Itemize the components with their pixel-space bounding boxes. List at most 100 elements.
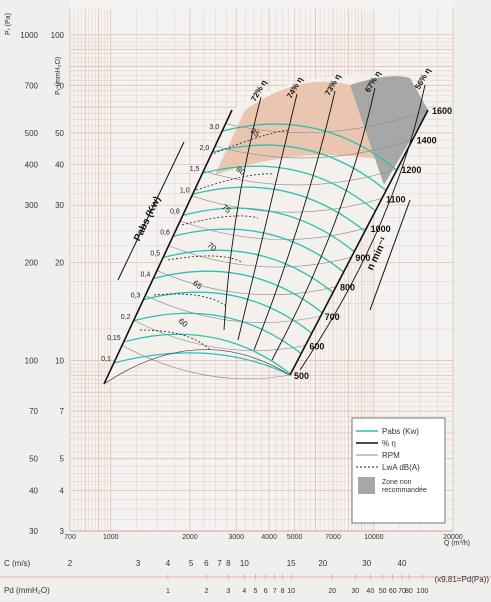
pd-tick-label: 5 bbox=[254, 588, 258, 595]
y-tick-label-pa: 1000 bbox=[20, 31, 38, 40]
pd-tick-label: 3 bbox=[226, 588, 230, 595]
rpm-value-label: 1200 bbox=[401, 165, 421, 175]
y-tick-label-mmh2o: 5 bbox=[60, 455, 65, 464]
pabs-curve bbox=[212, 144, 387, 192]
lwa-curve bbox=[195, 173, 275, 191]
y-axis-title-pa: Pₜ (Pa) bbox=[5, 13, 12, 35]
rpm-line bbox=[145, 295, 321, 323]
y-tick-label-pa: 700 bbox=[25, 81, 39, 90]
efficiency-curve bbox=[299, 84, 426, 371]
y-tick-label-pa: 300 bbox=[25, 201, 39, 210]
velocity-axis-title: C (m/s) bbox=[4, 559, 31, 568]
y-tick-label-pa: 50 bbox=[29, 455, 38, 464]
y-tick-label-pa: 400 bbox=[25, 160, 39, 169]
y-tick-label-pa: 40 bbox=[29, 486, 38, 495]
pd-tick-label: 100 bbox=[417, 588, 429, 595]
pd-tick-label: 70 bbox=[398, 588, 406, 595]
y-tick-label-pa: 500 bbox=[25, 129, 39, 138]
pd-tick-label: 6 bbox=[264, 588, 268, 595]
region-outline bbox=[103, 109, 429, 385]
rpm-axis-line bbox=[289, 109, 429, 376]
pabs-curve bbox=[162, 249, 334, 293]
region-bottom-edge bbox=[103, 349, 291, 385]
velocity-tick-label: 6 bbox=[204, 559, 209, 568]
y-tick-label-mmh2o: 4 bbox=[60, 486, 65, 495]
high-efficiency-band bbox=[215, 81, 382, 175]
y-tick-label-mmh2o: 40 bbox=[55, 160, 64, 169]
x-tick-label: 1000 bbox=[103, 534, 119, 541]
rpm-value-label: 700 bbox=[325, 312, 340, 322]
rpm-line bbox=[156, 270, 337, 296]
rpm-line bbox=[133, 320, 306, 351]
velocity-tick-label: 3 bbox=[136, 559, 141, 568]
velocity-tick-label: 2 bbox=[68, 559, 73, 568]
pabs-curve bbox=[123, 333, 291, 375]
pd-tick-label: 8 bbox=[281, 588, 285, 595]
rpm-line bbox=[121, 345, 291, 380]
efficiency-curve bbox=[237, 93, 298, 341]
pd-tick-label: 10 bbox=[287, 588, 295, 595]
velocity-tick-label: 5 bbox=[189, 559, 194, 568]
pabs-curve bbox=[182, 207, 355, 253]
pd-tick-label: 30 bbox=[351, 588, 359, 595]
y-axis-title-mmh2o: Pₜ (mmH₂O) bbox=[55, 57, 62, 95]
x-tick-label: 3000 bbox=[228, 534, 244, 541]
y-tick-label-mmh2o: 70 bbox=[55, 81, 64, 90]
pabs-value-label: 0,8 bbox=[170, 208, 180, 215]
pd-tick-label: 4 bbox=[242, 588, 246, 595]
efficiency-curve bbox=[271, 87, 376, 361]
x-axis-title: Q (m³/h) bbox=[444, 540, 470, 547]
pd-tick-label: 1 bbox=[166, 588, 170, 595]
legend-efficiency-label: % η bbox=[382, 439, 396, 448]
legend-lwa-label: LwA dB(A) bbox=[382, 463, 420, 472]
pabs-curve bbox=[221, 123, 398, 171]
pabs-value-label: 0,1 bbox=[101, 356, 111, 363]
pd-tick-label: 80 bbox=[405, 588, 413, 595]
pabs-curve bbox=[202, 165, 376, 212]
rpm-value-label: 900 bbox=[355, 253, 370, 263]
velocity-tick-label: 7 bbox=[217, 559, 222, 568]
rpm-value-label: 1000 bbox=[371, 224, 391, 234]
fan-curve-region bbox=[104, 75, 428, 384]
efficiency-curve bbox=[253, 90, 336, 351]
pd-tick-label: 7 bbox=[273, 588, 277, 595]
y-tick-label-pa: 200 bbox=[25, 259, 39, 268]
pabs-axis-line bbox=[103, 109, 233, 385]
y-tick-label-pa: 30 bbox=[29, 527, 38, 536]
efficiency-curves bbox=[223, 84, 426, 371]
pabs-value-label: 3,0 bbox=[209, 124, 219, 131]
velocity-tick-label: 20 bbox=[318, 559, 327, 568]
rpm-line bbox=[215, 139, 413, 159]
y-tick-label-pa: 70 bbox=[29, 407, 38, 416]
rpm-value-label: 600 bbox=[309, 342, 324, 352]
velocity-tick-label: 15 bbox=[287, 559, 296, 568]
lwa-curve bbox=[167, 255, 243, 263]
not-recommended-zone bbox=[350, 76, 428, 185]
pabs-value-label: 2,0 bbox=[200, 145, 210, 152]
pd-conversion-note: (x9,81=Pd(Pa)) bbox=[435, 575, 490, 584]
lwa-curve bbox=[181, 215, 259, 226]
velocity-scale: 2 3 4 5 6 7 8 10 15 20 30 40 bbox=[68, 559, 407, 568]
y-tick-label-pa: 100 bbox=[25, 357, 39, 366]
y-tick-label-mmh2o: 30 bbox=[55, 201, 64, 210]
pabs-curve bbox=[113, 352, 291, 376]
rpm-line bbox=[180, 220, 367, 240]
pd-scale: 1 2 3 4 5 6 7 8 10 20 30 40 50 60 70 80 100 bbox=[166, 574, 428, 595]
rpm-axis-arrow bbox=[369, 199, 411, 311]
pd-tick-label: 2 bbox=[204, 588, 208, 595]
pd-tick-label: 60 bbox=[389, 588, 397, 595]
pabs-curve bbox=[192, 186, 366, 232]
legend-zone-label: Zone non recommandée bbox=[382, 479, 427, 494]
y-tick-label-mmh2o: 3 bbox=[60, 527, 65, 536]
x-tick-label: 700 bbox=[64, 534, 76, 541]
rpm-value-label: 1600 bbox=[432, 106, 452, 116]
pd-axis-title: Pd (mmH₂O) bbox=[4, 586, 50, 595]
legend-box bbox=[351, 417, 446, 524]
velocity-tick-label: 40 bbox=[398, 559, 407, 568]
lwa-curves bbox=[139, 129, 291, 351]
pabs-curve bbox=[153, 270, 323, 314]
velocity-tick-label: 8 bbox=[226, 559, 231, 568]
y-axis-tick-labels: 30 3 40 4 50 5 70 7 100 10 200 20 300 30 400 40 500 50 700… bbox=[20, 31, 64, 536]
legend-zone-swatch bbox=[358, 477, 375, 494]
